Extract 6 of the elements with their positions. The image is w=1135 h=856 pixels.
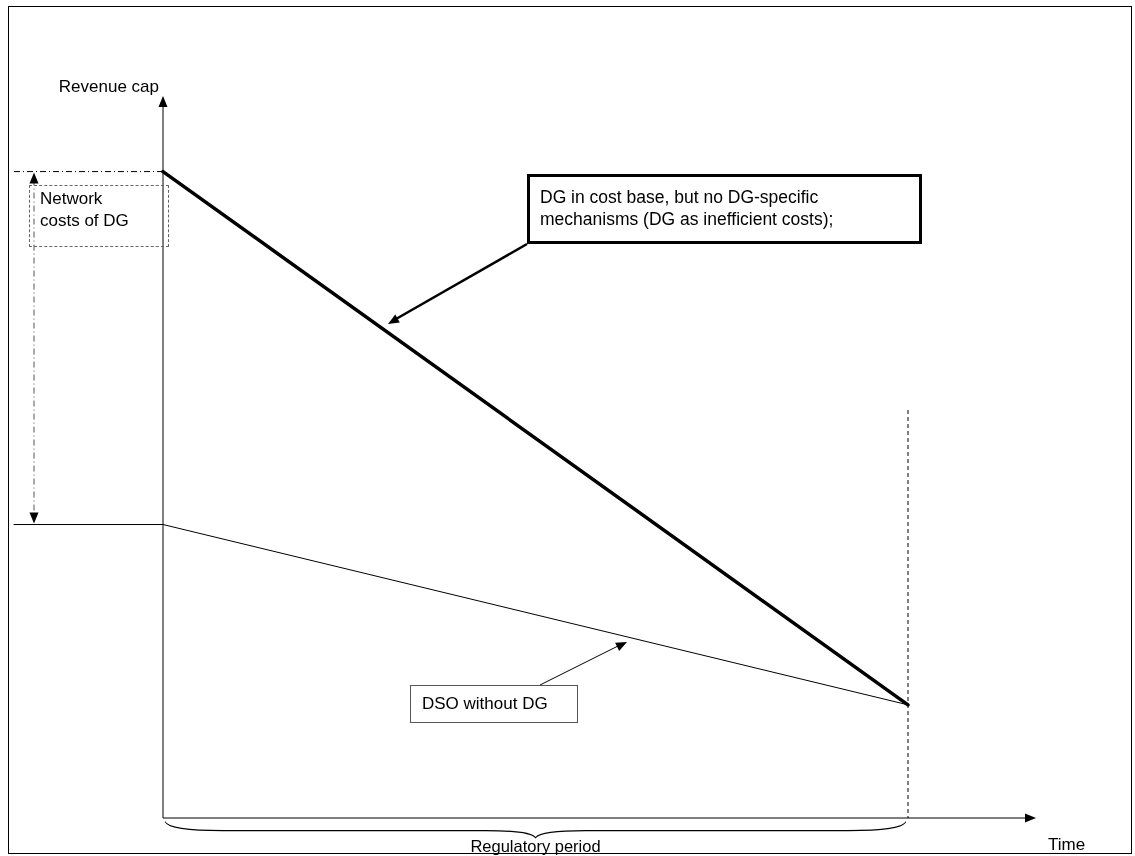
- annotation: DG in cost base, but no DG-specific mechanisms (DG as inefficient costs);: [527, 174, 922, 244]
- annotation: Network costs of DG: [40, 188, 130, 232]
- annotation: DSO without DG: [410, 685, 578, 723]
- text: Regulatory period: [469, 837, 602, 856]
- x-axis-title: Time: [1048, 834, 1086, 856]
- y-axis-title: Revenue cap: [57, 76, 159, 98]
